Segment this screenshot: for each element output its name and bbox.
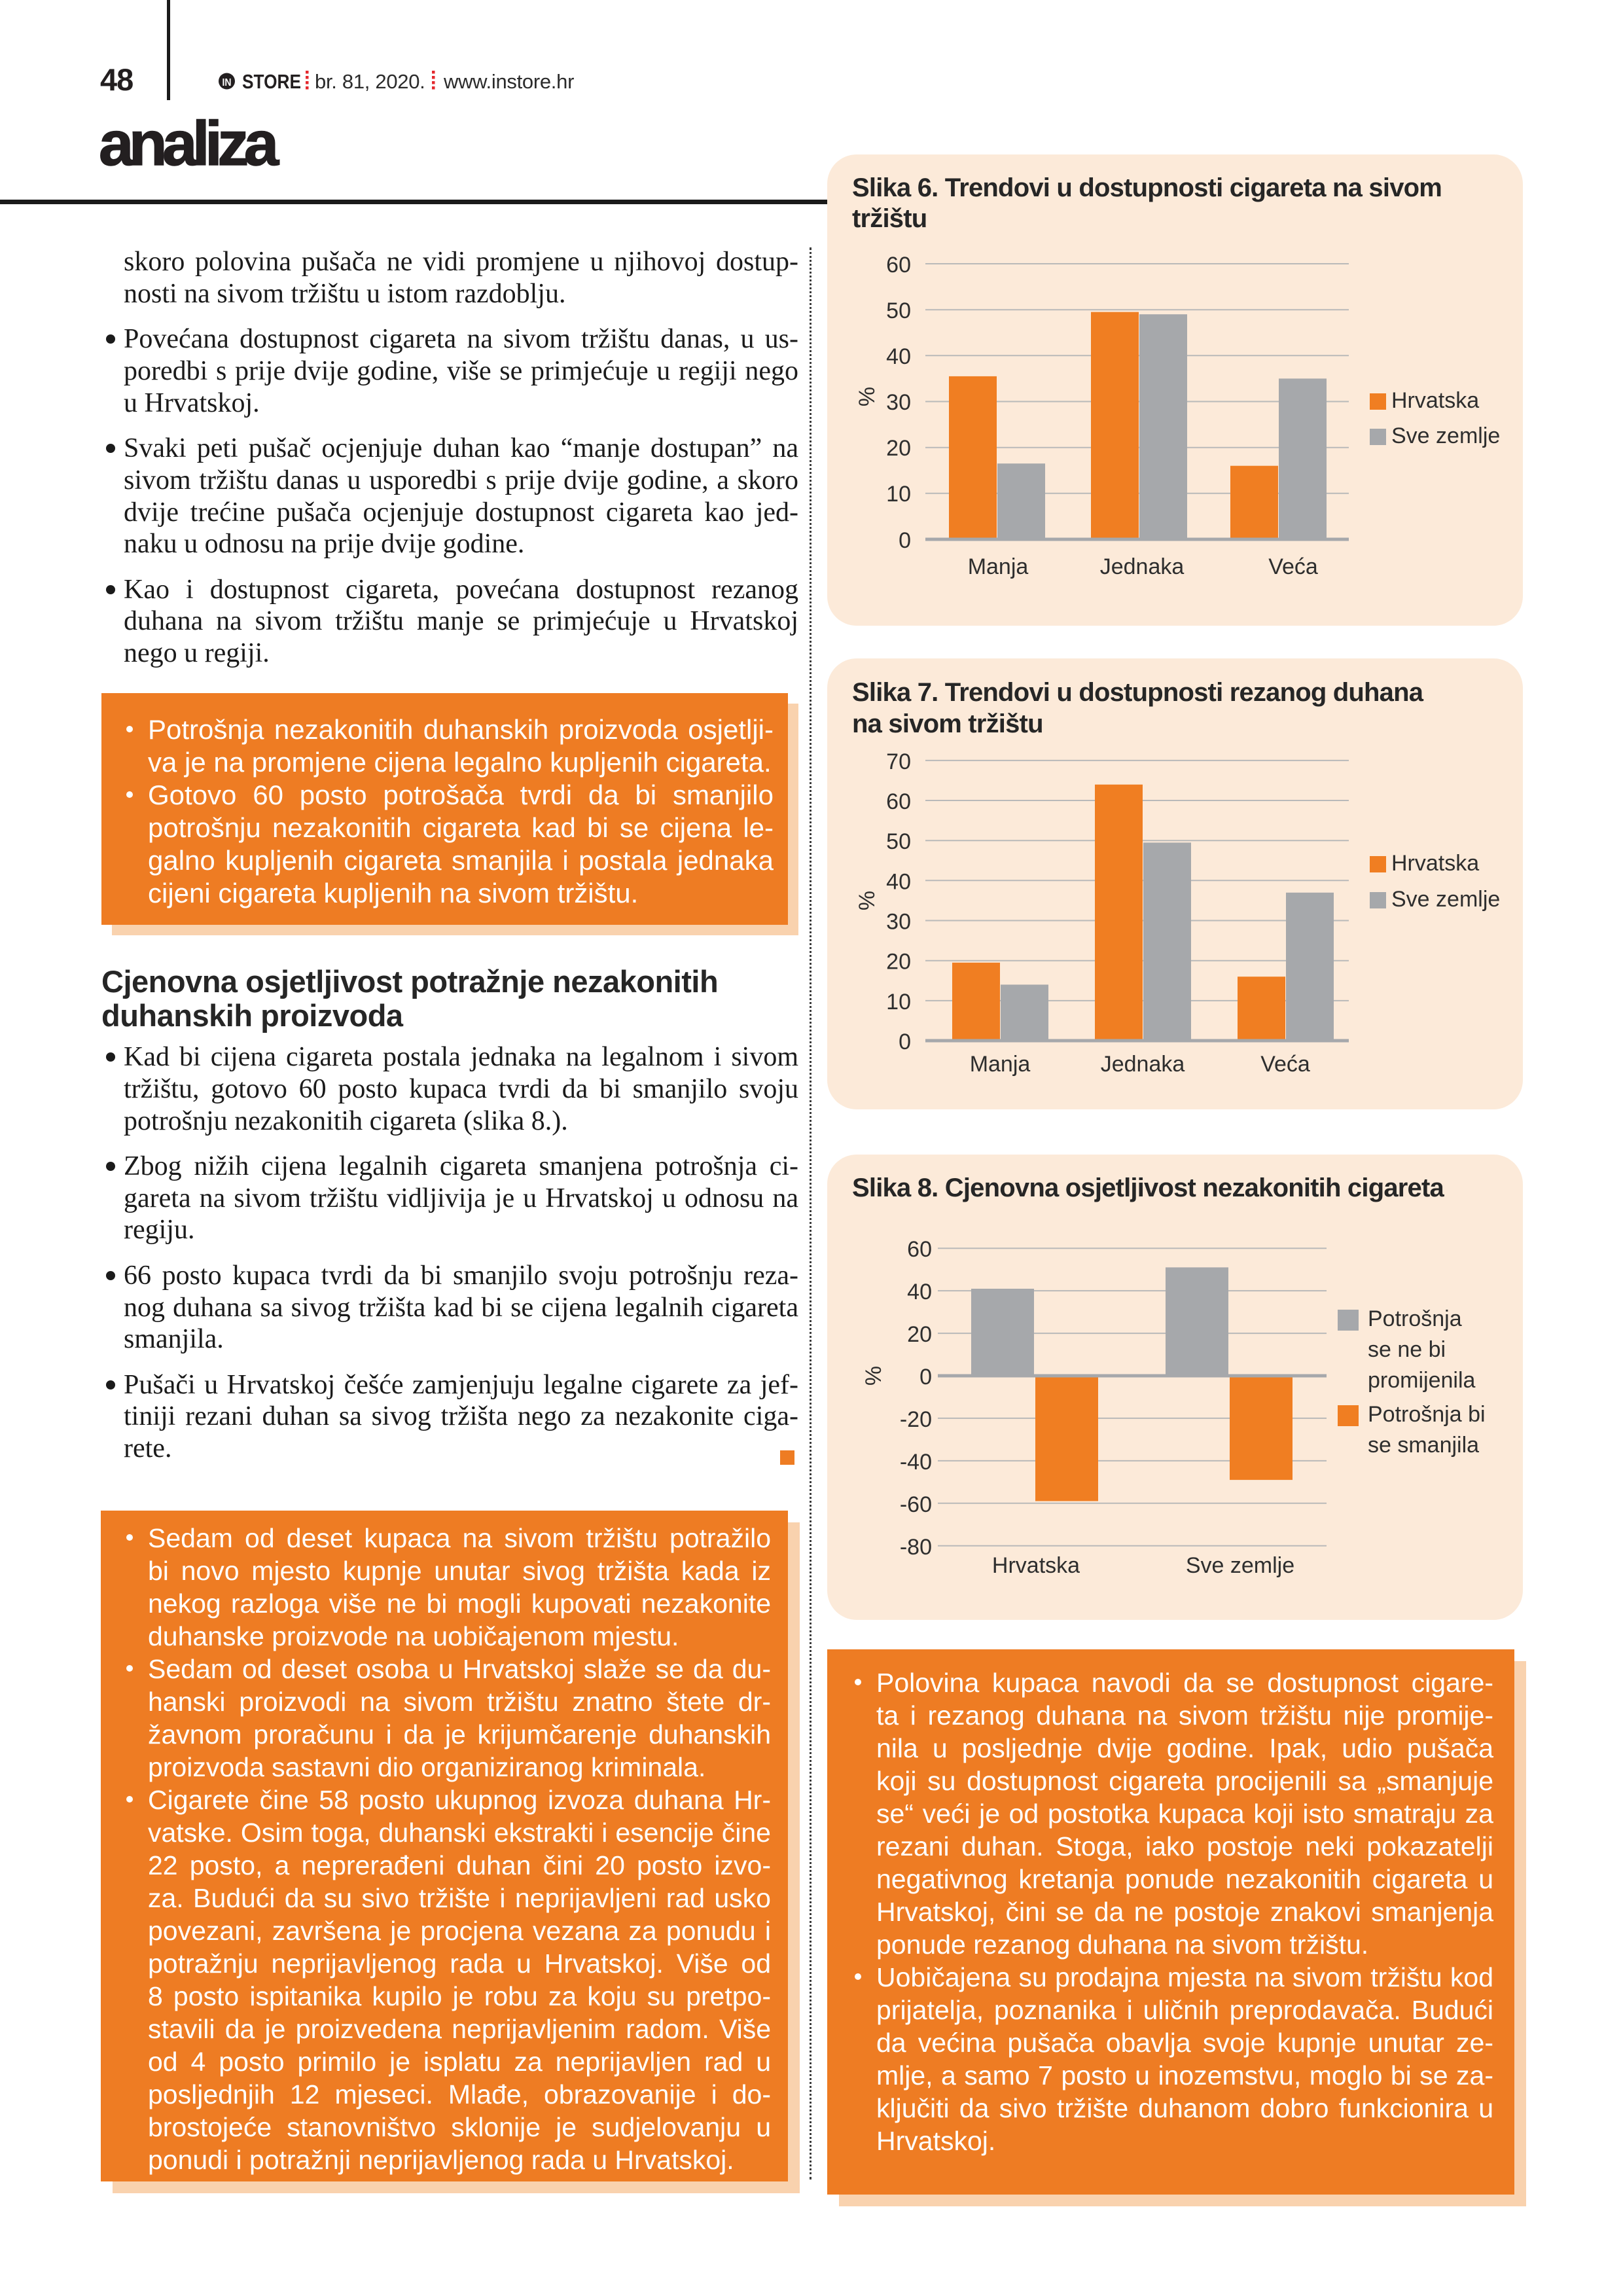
svg-text:www.instore.hr: www.instore.hr xyxy=(443,70,574,93)
svg-text:30: 30 xyxy=(886,910,911,935)
svg-text:-80: -80 xyxy=(900,1535,932,1560)
svg-text:br. 81, 2020.: br. 81, 2020. xyxy=(315,70,425,93)
svg-text:Jednaka: Jednaka xyxy=(1100,554,1185,579)
svg-text:Veća: Veća xyxy=(1268,554,1318,579)
svg-text:STORE: STORE xyxy=(242,70,301,93)
svg-text:Sve zemlje: Sve zemlje xyxy=(1391,887,1500,912)
svg-text:60: 60 xyxy=(886,253,911,278)
svg-text:Potrošnja bi: Potrošnja bi xyxy=(1368,1402,1486,1427)
svg-text:Hrvatska: Hrvatska xyxy=(1391,851,1479,876)
svg-text:40: 40 xyxy=(886,869,911,894)
svg-text:10: 10 xyxy=(886,482,911,507)
svg-text:20: 20 xyxy=(907,1322,932,1347)
svg-text:-20: -20 xyxy=(900,1407,932,1432)
svg-text:Jednaka: Jednaka xyxy=(1101,1052,1185,1077)
svg-text:se smanjila: se smanjila xyxy=(1368,1433,1479,1458)
svg-text:20: 20 xyxy=(886,950,911,975)
svg-text:Manja: Manja xyxy=(970,1052,1031,1077)
svg-text:Potrošnja: Potrošnja xyxy=(1368,1306,1462,1331)
svg-text:10: 10 xyxy=(886,990,911,1014)
svg-text:60: 60 xyxy=(907,1237,932,1262)
svg-text:20: 20 xyxy=(886,436,911,461)
svg-text:Manja: Manja xyxy=(968,554,1029,579)
svg-text:na sivom tržištu: na sivom tržištu xyxy=(852,709,1043,738)
svg-text:tržištu: tržištu xyxy=(852,204,927,233)
svg-text:-60: -60 xyxy=(900,1492,932,1517)
svg-text:30: 30 xyxy=(886,390,911,415)
svg-text:Hrvatska: Hrvatska xyxy=(992,1553,1080,1578)
svg-text:Sve zemlje: Sve zemlje xyxy=(1186,1553,1294,1578)
svg-text:0: 0 xyxy=(899,528,911,553)
svg-text:promijenila: promijenila xyxy=(1368,1368,1475,1393)
svg-text:se ne bi: se ne bi xyxy=(1368,1337,1446,1362)
svg-text:%: % xyxy=(855,387,880,406)
svg-text:Slika 8. Cjenovna osjetljivost: Slika 8. Cjenovna osjetljivost nezakonit… xyxy=(852,1174,1445,1202)
svg-text:0: 0 xyxy=(899,1030,911,1054)
svg-text:%: % xyxy=(855,891,880,910)
svg-text:70: 70 xyxy=(886,749,911,774)
svg-text:Hrvatska: Hrvatska xyxy=(1391,388,1479,413)
svg-text:Sve zemlje: Sve zemlje xyxy=(1391,423,1500,448)
svg-text:Slika 6. Trendovi u dostupnost: Slika 6. Trendovi u dostupnosti cigareta… xyxy=(852,173,1442,202)
svg-text:Slika 7. Trendovi u dostupnost: Slika 7. Trendovi u dostupnosti rezanog … xyxy=(852,678,1424,707)
svg-text:40: 40 xyxy=(907,1280,932,1304)
svg-text:IN: IN xyxy=(223,77,232,88)
svg-text:0: 0 xyxy=(919,1365,932,1390)
svg-text:Veća: Veća xyxy=(1260,1052,1310,1077)
svg-text:%: % xyxy=(861,1366,886,1386)
svg-text:-40: -40 xyxy=(900,1450,932,1475)
svg-text:50: 50 xyxy=(886,298,911,323)
svg-text:60: 60 xyxy=(886,789,911,814)
svg-text:50: 50 xyxy=(886,829,911,854)
svg-text:40: 40 xyxy=(886,344,911,369)
